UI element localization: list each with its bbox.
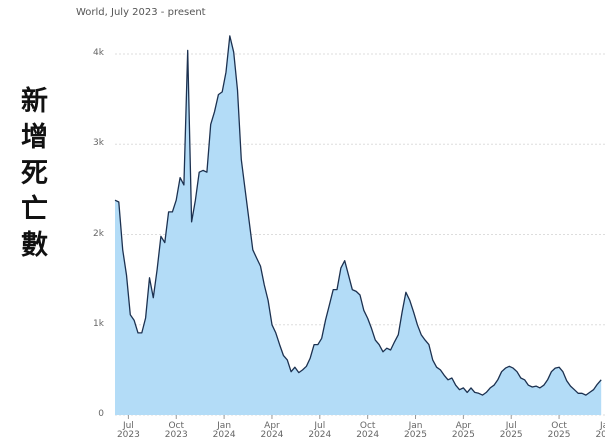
x-tick-label: Oct 2024 <box>356 421 380 440</box>
x-tick-label: Jan 2024 <box>212 421 236 440</box>
x-tick-label: Jul 2024 <box>308 421 332 440</box>
line <box>114 35 602 396</box>
y-tick-label: 0 <box>98 409 104 419</box>
y-axis-label: 新增死亡數 <box>16 86 47 266</box>
x-tick-label: Oct 2023 <box>164 421 188 440</box>
x-tick-label: Jan 2026 <box>595 421 605 440</box>
y-tick-label: 4k <box>93 48 104 58</box>
x-tick-label: Apr 2024 <box>260 421 284 440</box>
x-tick-label: Jan 2025 <box>404 421 427 440</box>
x-tick-label: Apr 2025 <box>451 421 475 440</box>
y-tick-label: 1k <box>93 318 104 329</box>
y-tick-label: 3k <box>93 138 104 149</box>
y-tick-label: 2k <box>93 228 104 239</box>
area <box>115 35 602 416</box>
x-tick-label: Jul 2025 <box>499 421 523 440</box>
chart-subtitle: World, July 2023 - present <box>76 7 206 18</box>
x-tick-label: Oct 2025 <box>547 421 571 440</box>
x-tick-label: Jul 2023 <box>116 421 140 440</box>
